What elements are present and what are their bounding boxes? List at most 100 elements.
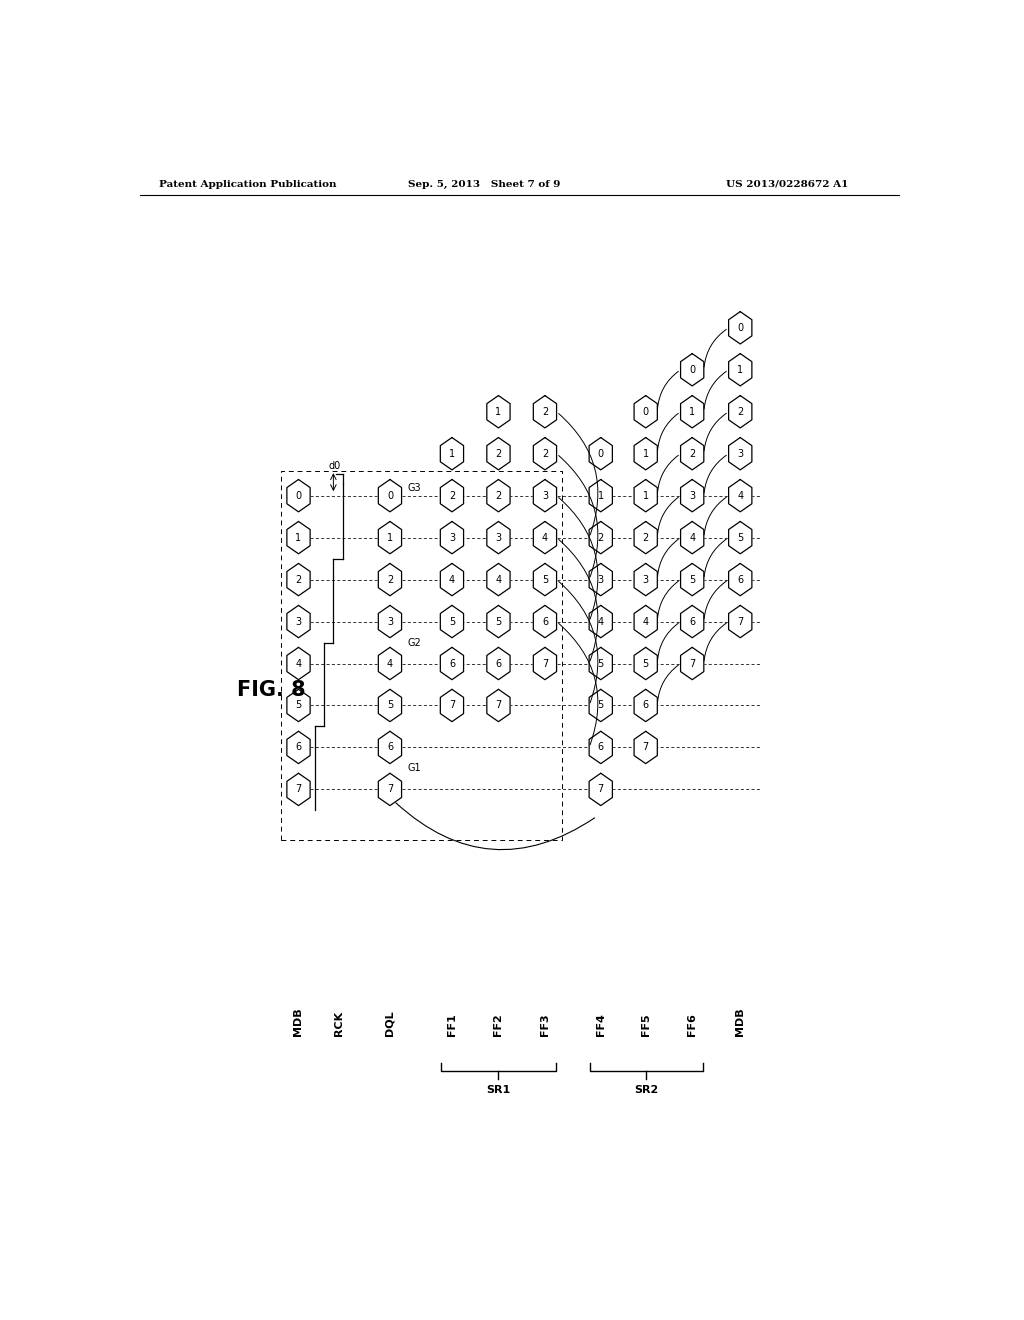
Polygon shape bbox=[634, 479, 657, 512]
Text: FF2: FF2 bbox=[494, 1014, 504, 1036]
Text: 7: 7 bbox=[449, 701, 455, 710]
Polygon shape bbox=[440, 689, 464, 722]
Text: FF1: FF1 bbox=[446, 1014, 457, 1036]
Text: 2: 2 bbox=[295, 574, 302, 585]
Polygon shape bbox=[729, 354, 752, 385]
Polygon shape bbox=[681, 564, 703, 595]
Polygon shape bbox=[634, 731, 657, 763]
Text: 6: 6 bbox=[387, 742, 393, 752]
Polygon shape bbox=[378, 521, 401, 554]
Polygon shape bbox=[589, 731, 612, 763]
Text: 2: 2 bbox=[542, 407, 548, 417]
Text: 6: 6 bbox=[542, 616, 548, 627]
Polygon shape bbox=[378, 647, 401, 680]
Text: MDB: MDB bbox=[294, 1007, 303, 1036]
Text: 5: 5 bbox=[496, 616, 502, 627]
Text: SR1: SR1 bbox=[486, 1085, 511, 1094]
Polygon shape bbox=[589, 437, 612, 470]
Polygon shape bbox=[634, 396, 657, 428]
Polygon shape bbox=[486, 479, 510, 512]
Polygon shape bbox=[681, 396, 703, 428]
Polygon shape bbox=[634, 647, 657, 680]
Text: FF6: FF6 bbox=[687, 1014, 697, 1036]
Polygon shape bbox=[534, 479, 557, 512]
Text: G3: G3 bbox=[407, 483, 421, 492]
Polygon shape bbox=[634, 689, 657, 722]
Text: DQL: DQL bbox=[385, 1011, 395, 1036]
Polygon shape bbox=[440, 521, 464, 554]
Text: 1: 1 bbox=[449, 449, 455, 458]
Polygon shape bbox=[534, 647, 557, 680]
Text: 4: 4 bbox=[449, 574, 455, 585]
Polygon shape bbox=[440, 437, 464, 470]
Text: 3: 3 bbox=[296, 616, 301, 627]
Polygon shape bbox=[589, 564, 612, 595]
Text: 5: 5 bbox=[689, 574, 695, 585]
Polygon shape bbox=[287, 689, 310, 722]
Text: 2: 2 bbox=[598, 533, 604, 543]
Polygon shape bbox=[729, 396, 752, 428]
Text: 1: 1 bbox=[737, 364, 743, 375]
Text: 7: 7 bbox=[598, 784, 604, 795]
Text: 7: 7 bbox=[689, 659, 695, 668]
Text: 7: 7 bbox=[387, 784, 393, 795]
Polygon shape bbox=[287, 774, 310, 805]
Text: 2: 2 bbox=[449, 491, 455, 500]
Polygon shape bbox=[378, 774, 401, 805]
Text: 4: 4 bbox=[737, 491, 743, 500]
Text: 6: 6 bbox=[598, 742, 604, 752]
Text: 2: 2 bbox=[542, 449, 548, 458]
Polygon shape bbox=[729, 312, 752, 345]
Polygon shape bbox=[378, 731, 401, 763]
Polygon shape bbox=[486, 564, 510, 595]
Polygon shape bbox=[440, 479, 464, 512]
Text: 7: 7 bbox=[643, 742, 649, 752]
Text: 3: 3 bbox=[496, 533, 502, 543]
Polygon shape bbox=[287, 479, 310, 512]
Text: G2: G2 bbox=[407, 638, 421, 648]
Polygon shape bbox=[589, 479, 612, 512]
Text: 5: 5 bbox=[643, 659, 649, 668]
Text: 5: 5 bbox=[598, 659, 604, 668]
Polygon shape bbox=[589, 689, 612, 722]
Text: RCK: RCK bbox=[334, 1011, 344, 1036]
Text: 6: 6 bbox=[737, 574, 743, 585]
Text: FIG. 8: FIG. 8 bbox=[238, 680, 306, 700]
Text: 5: 5 bbox=[295, 701, 302, 710]
Text: MDB: MDB bbox=[735, 1007, 745, 1036]
Text: d0: d0 bbox=[329, 462, 341, 471]
Polygon shape bbox=[534, 606, 557, 638]
Polygon shape bbox=[634, 606, 657, 638]
Polygon shape bbox=[486, 606, 510, 638]
Text: 5: 5 bbox=[598, 701, 604, 710]
Polygon shape bbox=[440, 564, 464, 595]
Polygon shape bbox=[287, 731, 310, 763]
Text: 3: 3 bbox=[449, 533, 455, 543]
Polygon shape bbox=[681, 606, 703, 638]
Text: US 2013/0228672 A1: US 2013/0228672 A1 bbox=[726, 180, 848, 189]
Polygon shape bbox=[729, 479, 752, 512]
Text: 4: 4 bbox=[296, 659, 301, 668]
Text: 6: 6 bbox=[689, 616, 695, 627]
Text: 0: 0 bbox=[737, 323, 743, 333]
Polygon shape bbox=[534, 396, 557, 428]
Polygon shape bbox=[729, 564, 752, 595]
Text: 3: 3 bbox=[643, 574, 649, 585]
Text: Patent Application Publication: Patent Application Publication bbox=[160, 180, 337, 189]
Text: 1: 1 bbox=[598, 491, 604, 500]
Text: 4: 4 bbox=[387, 659, 393, 668]
Polygon shape bbox=[534, 437, 557, 470]
Polygon shape bbox=[589, 521, 612, 554]
Polygon shape bbox=[287, 564, 310, 595]
Polygon shape bbox=[486, 396, 510, 428]
Polygon shape bbox=[287, 647, 310, 680]
Polygon shape bbox=[681, 437, 703, 470]
Text: 1: 1 bbox=[689, 407, 695, 417]
Text: 4: 4 bbox=[689, 533, 695, 543]
Text: 1: 1 bbox=[643, 491, 649, 500]
Text: 0: 0 bbox=[598, 449, 604, 458]
Polygon shape bbox=[534, 564, 557, 595]
Text: 0: 0 bbox=[643, 407, 649, 417]
Polygon shape bbox=[378, 479, 401, 512]
Polygon shape bbox=[729, 437, 752, 470]
